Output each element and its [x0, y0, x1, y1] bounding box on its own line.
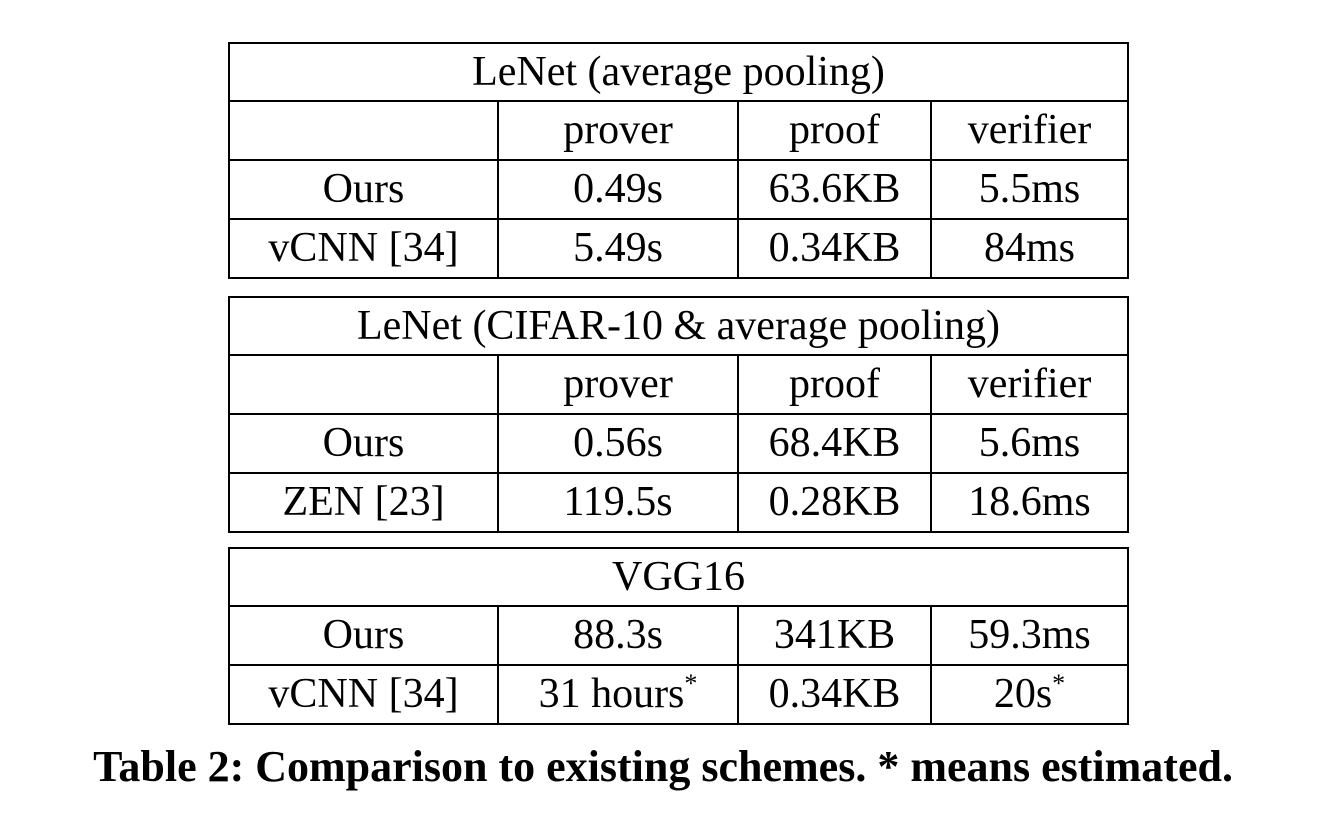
- row-label-cell: vCNN [34]: [228, 664, 499, 725]
- table-title-row: LeNet (average pooling): [228, 42, 1129, 102]
- col-header-proof: proof: [737, 354, 932, 415]
- verifier-cell: 18.6ms: [929, 472, 1130, 533]
- col-header-proof: proof: [737, 100, 932, 161]
- column-header-row: prover proof verifier: [228, 354, 1130, 415]
- table-row: Ours 0.49s 63.6KB 5.5ms: [228, 159, 1129, 220]
- proof-cell: 68.4KB: [737, 413, 932, 474]
- proof-cell: 341KB: [737, 605, 932, 666]
- prover-cell: 88.3s: [497, 605, 739, 666]
- table-row: vCNN [34] 31 hours* 0.34KB 20s*: [228, 664, 1129, 725]
- empty-header-cell: [228, 100, 499, 161]
- table-title: VGG16: [228, 547, 1129, 607]
- table-lenet-average-pooling: LeNet (average pooling) prover proof ver…: [228, 42, 1129, 279]
- row-label-cell: Ours: [228, 159, 499, 220]
- col-header-prover: prover: [497, 100, 739, 161]
- table-caption: Table 2: Comparison to existing schemes.…: [93, 742, 1233, 791]
- prover-cell: 119.5s: [497, 472, 739, 533]
- verifier-cell: 5.6ms: [929, 413, 1130, 474]
- proof-cell: 0.34KB: [737, 664, 932, 725]
- col-header-prover: prover: [497, 354, 739, 415]
- table-vgg16: VGG16 Ours 88.3s 341KB 59.3ms vCNN [34] …: [228, 547, 1129, 725]
- prover-cell: 0.56s: [497, 413, 739, 474]
- table-title: LeNet (CIFAR-10 & average pooling): [227, 296, 1130, 356]
- row-label-cell: vCNN [34]: [228, 218, 499, 279]
- proof-cell: 0.28KB: [737, 472, 932, 533]
- prover-cell: 5.49s: [497, 218, 739, 279]
- table-row: Ours 88.3s 341KB 59.3ms: [228, 605, 1129, 666]
- table-row: ZEN [23] 119.5s 0.28KB 18.6ms: [228, 472, 1130, 533]
- column-header-row: prover proof verifier: [228, 100, 1129, 161]
- verifier-cell: 5.5ms: [930, 159, 1129, 220]
- table-row: vCNN [34] 5.49s 0.34KB 84ms: [228, 218, 1129, 279]
- table-title-row: LeNet (CIFAR-10 & average pooling): [227, 296, 1130, 356]
- row-label-cell: ZEN [23]: [228, 472, 499, 533]
- verifier-cell: 59.3ms: [930, 605, 1129, 666]
- table-lenet-cifar10-average-pooling: LeNet (CIFAR-10 & average pooling) prove…: [227, 296, 1130, 533]
- estimated-asterisk: *: [684, 669, 698, 699]
- tables-container: LeNet (average pooling) prover proof ver…: [227, 42, 1130, 725]
- table-title-row: VGG16: [228, 547, 1129, 607]
- col-header-verifier: verifier: [930, 100, 1129, 161]
- prover-value: 31 hours: [538, 671, 685, 718]
- row-label-cell: Ours: [228, 605, 499, 666]
- verifier-cell: 84ms: [930, 218, 1129, 279]
- proof-cell: 63.6KB: [737, 159, 932, 220]
- verifier-value: 20s: [993, 671, 1053, 718]
- col-header-verifier: verifier: [929, 354, 1130, 415]
- row-label-cell: Ours: [228, 413, 499, 474]
- prover-cell: 0.49s: [497, 159, 739, 220]
- proof-cell: 0.34KB: [737, 218, 932, 279]
- table-title: LeNet (average pooling): [228, 42, 1129, 102]
- prover-cell: 31 hours*: [497, 664, 739, 725]
- verifier-cell: 20s*: [930, 664, 1129, 725]
- estimated-asterisk: *: [1052, 669, 1066, 699]
- table-row: Ours 0.56s 68.4KB 5.6ms: [228, 413, 1130, 474]
- empty-header-cell: [228, 354, 499, 415]
